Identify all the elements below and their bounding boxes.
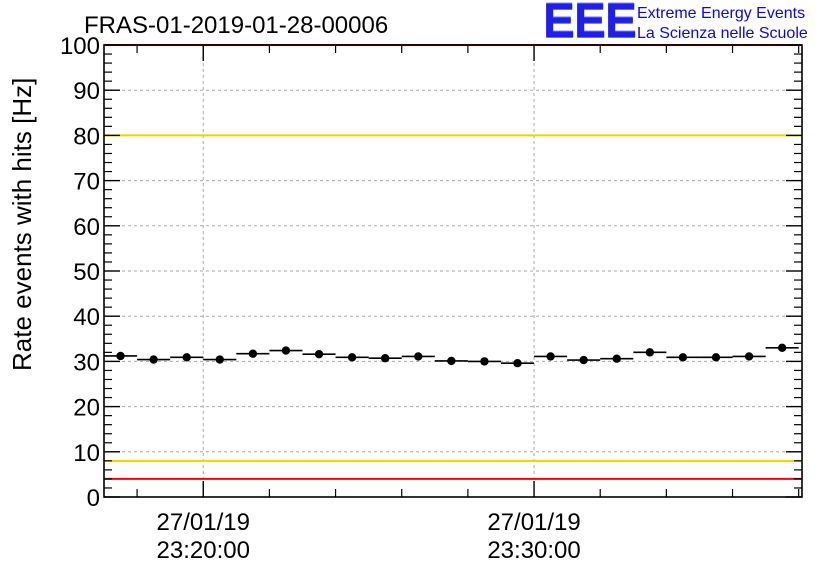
y-tick-label-50: 50 [73, 259, 100, 286]
y-tick-labels: 0 10 20 30 40 50 60 70 80 90 100 [60, 33, 100, 512]
data-point-3 [215, 355, 224, 364]
data-point-8 [380, 354, 390, 363]
data-point-2 [182, 353, 191, 362]
data-point-14 [579, 355, 588, 365]
data-point-4 [248, 349, 258, 358]
y-tick-label-30: 30 [73, 349, 100, 376]
data-point-19 [744, 352, 754, 361]
axis-ticks [104, 44, 802, 498]
data-point-17 [678, 353, 688, 362]
data-point-16 [645, 348, 655, 357]
y-tick-label-70: 70 [73, 169, 100, 196]
data-point-9 [414, 352, 423, 361]
grid [104, 45, 802, 497]
data-point-12 [513, 359, 522, 368]
data-point-5 [281, 346, 291, 355]
data-point-13 [546, 352, 555, 361]
data-point-1 [149, 355, 158, 364]
data-points [104, 343, 799, 368]
data-point-11 [480, 357, 489, 366]
data-point-18 [711, 353, 721, 362]
y-tick-label-0: 0 [87, 485, 100, 512]
data-point-10 [447, 356, 456, 366]
y-tick-label-80: 80 [73, 123, 100, 150]
data-point-20 [777, 343, 787, 353]
reference-lines [104, 44, 802, 480]
logo-line-2: La Scienza nelle Scuole [637, 25, 808, 42]
data-point-0 [116, 351, 125, 361]
y-tick-label-20: 20 [73, 395, 100, 422]
eee-logo: EEE Extreme Energy Events La Scienza nel… [543, 0, 833, 48]
x-tick-time-1: 23:30:00 [487, 537, 580, 564]
eee-logo-mark: EEE [543, 0, 637, 48]
x-tick-date-1: 27/01/19 [487, 509, 580, 536]
y-axis-title: Rate events with hits [Hz] [7, 78, 37, 371]
y-tick-label-90: 90 [73, 78, 100, 105]
data-point-6 [314, 349, 324, 359]
x-tick-date-0: 27/01/19 [157, 509, 250, 536]
y-tick-label-10: 10 [73, 440, 100, 467]
data-point-7 [347, 353, 357, 362]
data-point-15 [612, 354, 621, 363]
x-tick-time-0: 23:20:00 [157, 537, 250, 564]
y-tick-label-60: 60 [73, 214, 100, 241]
y-tick-label-40: 40 [73, 304, 100, 331]
logo-line-1: Extreme Energy Events [637, 5, 806, 22]
y-tick-label-100: 100 [60, 33, 100, 60]
chart-title: FRAS-01-2019-01-28-00006 [84, 12, 388, 39]
